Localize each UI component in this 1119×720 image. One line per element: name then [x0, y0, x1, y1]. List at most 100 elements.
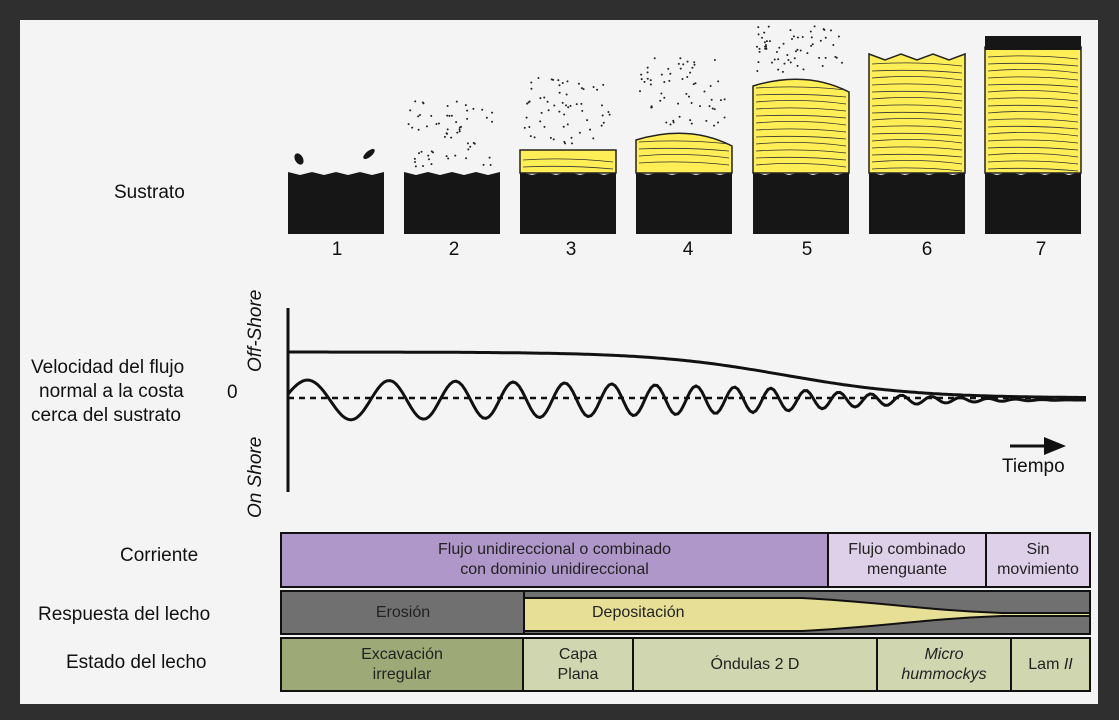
sediment-dot	[758, 50, 761, 53]
corriente-unidireccional-line1: Flujo unidireccional o combinado	[437, 541, 672, 558]
sediment-dot	[640, 78, 643, 81]
sediment-dot	[446, 128, 449, 131]
sediment-dot	[485, 116, 488, 119]
sediment-dot	[686, 60, 689, 63]
sediment-dot	[600, 124, 603, 127]
sediment-dot	[775, 51, 778, 54]
sediment-dot	[760, 36, 763, 39]
sediment-dot	[549, 136, 552, 139]
sediment-dot	[646, 66, 649, 69]
sediment-dot	[793, 57, 796, 60]
lamination-line	[987, 132, 1079, 137]
mean-flow-curve	[288, 350, 1086, 399]
sediment-dot	[466, 117, 469, 120]
lamination-line	[987, 104, 1079, 109]
sediment-dot	[709, 85, 712, 88]
sediment-dot	[689, 71, 692, 74]
sediment-dot	[758, 47, 761, 50]
sediment-dot	[694, 82, 697, 85]
lamination-line	[987, 97, 1079, 102]
corriente-unidireccional: Flujo unidireccional o combinado con domi…	[282, 534, 829, 586]
sediment-dot	[794, 50, 797, 53]
sediment-dot	[692, 83, 695, 86]
sand-deposit	[752, 78, 850, 174]
label-velocidad-line3: cerca del sustrato	[31, 405, 181, 426]
sediment-dot	[717, 121, 720, 124]
lamination-line	[755, 100, 847, 105]
sediment-dot	[757, 61, 760, 64]
lamination-line	[987, 139, 1079, 144]
sediment-dot	[659, 99, 662, 102]
stage-number-7: 7	[1035, 239, 1047, 260]
sediment-dot	[806, 52, 809, 55]
lamination-line	[987, 118, 1079, 123]
sediment-dot	[690, 122, 693, 125]
lamination-line	[987, 125, 1079, 130]
sediment-dot	[489, 163, 492, 166]
sediment-dot	[723, 98, 726, 101]
sediment-dot	[546, 100, 549, 103]
sediment-dot	[529, 135, 532, 138]
respuesta-deposicion: Depositación	[592, 604, 685, 621]
sediment-dot	[465, 157, 468, 160]
lamination-line	[871, 62, 963, 67]
estado-excavacion-line2: irregular	[372, 665, 432, 683]
sediment-dot	[640, 73, 643, 76]
sediment-dot	[821, 64, 824, 67]
sediment-dot	[691, 66, 694, 69]
lamination-line	[987, 90, 1079, 95]
sediment-dot	[472, 141, 475, 144]
estado-micro-line1: Micro	[924, 645, 964, 663]
lamination-line	[755, 135, 847, 140]
lamination-line	[871, 83, 963, 88]
sediment-dot	[689, 119, 692, 122]
sediment-dot	[663, 80, 666, 83]
sediment-dot	[425, 125, 428, 128]
sediment-dot	[824, 56, 827, 59]
sediment-dot	[832, 44, 835, 47]
sediment-dot	[469, 145, 472, 148]
sediment-dot	[693, 61, 696, 64]
sediment-dot	[679, 67, 682, 70]
sediment-dot	[773, 58, 776, 61]
sediment-dot	[562, 125, 565, 128]
sediment-dot	[413, 157, 416, 160]
sediment-dot	[809, 30, 812, 33]
sediment-dot	[792, 35, 795, 38]
lamination-line	[755, 128, 847, 133]
substrate-block	[985, 172, 1081, 234]
sediment-dot	[713, 58, 716, 61]
sediment-dot	[446, 105, 449, 108]
sediment-dot	[589, 128, 592, 131]
sediment-dot	[552, 138, 555, 141]
sediment-dot	[446, 114, 449, 117]
sediment-dot	[686, 75, 689, 78]
sediment-dot	[608, 113, 611, 116]
lamination-line	[987, 146, 1079, 151]
estado-lam-text: Lam	[1028, 655, 1060, 673]
corriente-bar: Flujo unidireccional o combinado con domi…	[280, 532, 1091, 588]
sediment-dot	[491, 120, 494, 123]
sediment-dot	[540, 111, 543, 114]
sediment-dot	[799, 49, 802, 52]
sediment-dot	[488, 156, 491, 159]
corriente-menguante-line1: Flujo combinado	[848, 541, 966, 558]
sediment-dot	[796, 64, 799, 67]
sediment-dot	[563, 113, 566, 116]
sediment-dot	[580, 87, 583, 90]
sediment-dot	[411, 126, 414, 129]
estado-capa-plana-line1: Capa	[558, 645, 598, 663]
lamination-line	[871, 125, 963, 130]
sediment-dot	[770, 61, 773, 64]
sand-deposit	[635, 132, 733, 174]
sediment-dot	[693, 63, 696, 66]
sediment-dot	[552, 78, 555, 81]
lamination-line	[755, 149, 847, 154]
sediment-dot	[810, 44, 813, 47]
sediment-dot	[708, 105, 711, 108]
mud-cap	[985, 36, 1081, 50]
sediment-dot	[703, 90, 706, 93]
sediment-dot	[448, 114, 451, 117]
sediment-dot	[602, 83, 605, 86]
sediment-dot	[414, 165, 417, 168]
